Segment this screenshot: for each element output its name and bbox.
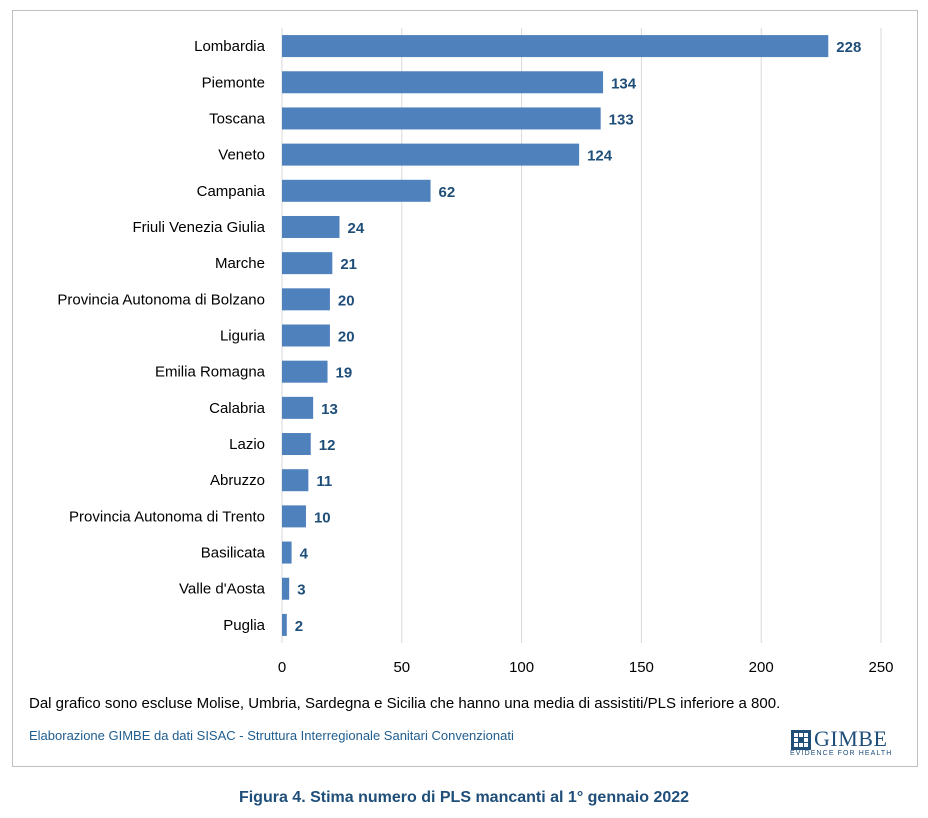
- value-label: 228: [836, 39, 861, 56]
- value-label: 133: [609, 111, 634, 128]
- bar-campania: [282, 179, 431, 202]
- chart-note: Dal grafico sono escluse Molise, Umbria,…: [29, 695, 781, 712]
- gimbe-logo: GIMBE EVIDENCE FOR HEALTH: [790, 726, 902, 760]
- bar-piemonte: [282, 71, 604, 94]
- category-label: Campania: [197, 183, 266, 200]
- value-label: 21: [340, 256, 357, 273]
- category-label: Abruzzo: [210, 472, 265, 489]
- source-text: Elaborazione GIMBE da dati SISAC - Strut…: [29, 728, 514, 743]
- chart-frame: [12, 10, 918, 767]
- bar-chart: Lombardia Piemonte Toscana Veneto Campania Fr…: [57, 28, 894, 676]
- category-label: Basilicata: [201, 545, 266, 562]
- category-label: Provincia Autonoma di Trento: [69, 508, 265, 525]
- value-label: 20: [338, 292, 355, 309]
- bar-toscana: [282, 107, 601, 130]
- bar-abruzzo: [282, 469, 309, 492]
- logo-brand: GIMBE: [814, 726, 888, 751]
- bars: [282, 35, 829, 636]
- bar-liguria: [282, 324, 330, 347]
- category-label: Toscana: [209, 110, 266, 127]
- category-label: Liguria: [220, 328, 266, 345]
- value-label: 20: [338, 329, 355, 346]
- value-label: 3: [297, 582, 305, 599]
- value-label: 24: [348, 220, 365, 237]
- x-tick-label: 0: [278, 659, 286, 676]
- value-label: 13: [321, 401, 338, 418]
- category-label: Calabria: [209, 400, 266, 417]
- category-label: Veneto: [218, 147, 265, 164]
- value-label: 19: [336, 365, 353, 382]
- category-label: Friuli Venezia Giulia: [132, 219, 265, 236]
- value-label: 124: [587, 148, 613, 165]
- bar-valle-d-aosta: [282, 577, 290, 600]
- figure-caption: Figura 4. Stima numero di PLS mancanti a…: [238, 789, 690, 806]
- value-label: 12: [319, 437, 336, 454]
- bar-basilicata: [282, 541, 292, 564]
- bar-puglia: [282, 613, 287, 636]
- x-tick-label: 100: [509, 659, 534, 676]
- x-axis-ticks: 0 50 100 150 200 250: [278, 659, 894, 676]
- logo-tagline: EVIDENCE FOR HEALTH: [790, 750, 893, 757]
- category-label: Puglia: [223, 617, 265, 634]
- bar-emilia-romagna: [282, 360, 328, 383]
- value-labels: 228 134 133 124 62 24 21 20 20 19 13 12 11 10 4 3 2: [295, 39, 862, 635]
- value-label: 2: [295, 618, 303, 635]
- gridlines: [281, 28, 882, 643]
- bar-marche: [282, 252, 333, 275]
- category-label: Lombardia: [194, 38, 266, 55]
- x-tick-label: 200: [749, 659, 774, 676]
- bar-lazio: [282, 433, 311, 456]
- category-label: Marche: [215, 255, 265, 272]
- bar-calabria: [282, 396, 314, 419]
- x-tick-label: 50: [393, 659, 410, 676]
- bar-provincia-autonoma-di-trento: [282, 505, 306, 528]
- bar-lombardia: [282, 35, 829, 58]
- value-label: 10: [314, 509, 331, 526]
- category-label: Lazio: [229, 436, 265, 453]
- category-label: Emilia Romagna: [155, 364, 266, 381]
- value-label: 62: [439, 184, 456, 201]
- category-labels: Lombardia Piemonte Toscana Veneto Campania Fr…: [57, 38, 265, 634]
- logo-grid-icon: [791, 730, 811, 750]
- value-label: 134: [611, 75, 637, 92]
- bar-veneto: [282, 143, 580, 166]
- value-label: 11: [316, 473, 332, 490]
- value-label: 4: [300, 546, 309, 563]
- bar-provincia-autonoma-di-bolzano: [282, 288, 330, 311]
- category-label: Valle d'Aosta: [179, 581, 266, 598]
- x-tick-label: 150: [629, 659, 654, 676]
- category-label: Piemonte: [202, 74, 265, 91]
- x-tick-label: 250: [868, 659, 893, 676]
- bar-friuli-venezia-giulia: [282, 215, 340, 238]
- category-label: Provincia Autonoma di Bolzano: [57, 291, 265, 308]
